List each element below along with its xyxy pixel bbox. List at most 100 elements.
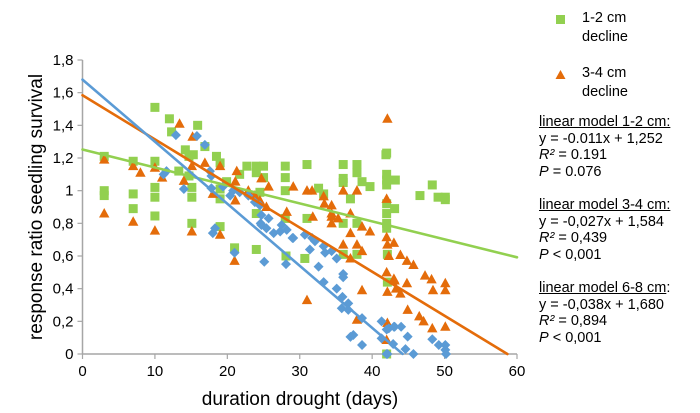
model-1-2cm: linear model 1-2 cm: y = -0.011x + 1,252…: [539, 114, 699, 180]
data-point-triangle: [383, 250, 395, 260]
model-p: P < 0,001: [539, 247, 699, 264]
data-point-triangle: [426, 273, 437, 284]
model-title-row: linear model 6-8 cm:: [539, 280, 699, 297]
data-point-triangle: [440, 321, 451, 331]
data-point-triangle: [199, 157, 211, 167]
data-point-triangle: [351, 239, 363, 249]
data-point-triangle: [326, 199, 337, 210]
model-p: P < 0,001: [539, 330, 699, 347]
data-point-square: [382, 175, 392, 185]
data-point-square: [187, 218, 197, 228]
x-tick-label: 0: [78, 363, 86, 380]
data-point-square: [352, 249, 362, 259]
data-point-diamond: [191, 130, 202, 141]
data-point-triangle: [207, 188, 219, 198]
y-tick-label: 0,8: [53, 215, 74, 232]
data-point-diamond: [343, 304, 354, 315]
data-point-triangle: [127, 216, 139, 226]
data-point-triangle: [408, 259, 419, 269]
data-point-square: [338, 178, 348, 187]
data-point-triangle: [381, 266, 392, 277]
y-tick-label: 1,2: [53, 150, 74, 167]
r2-value: = 0.191: [554, 147, 608, 163]
triangle-marker-icon: [555, 70, 566, 79]
data-point-square: [180, 145, 190, 155]
legend-label: 3-4 cm decline: [582, 64, 628, 102]
model-r2: R² = 0.191: [539, 147, 699, 164]
y-tick-label: 0,6: [53, 248, 74, 265]
data-point-diamond: [259, 256, 270, 267]
y-tick-label: 1,8: [53, 52, 74, 69]
data-point-triangle: [427, 284, 439, 295]
data-point-triangle: [326, 217, 337, 228]
data-point-diamond: [170, 130, 181, 141]
data-point-diamond: [376, 333, 387, 344]
data-point-triangle: [149, 225, 161, 235]
data-point-triangle: [230, 194, 241, 205]
data-point-diamond: [338, 272, 349, 283]
data-point-diamond: [229, 247, 240, 258]
data-point-triangle: [390, 283, 402, 293]
data-point-diamond: [427, 334, 438, 345]
data-point-triangle: [356, 221, 368, 231]
data-point-square: [251, 244, 261, 254]
square-marker-icon: [556, 15, 565, 24]
data-point-square: [242, 161, 252, 171]
data-point-triangle: [307, 211, 318, 221]
data-point-triangle: [382, 286, 393, 296]
data-point-square: [302, 213, 312, 223]
x-tick-label: 20: [219, 363, 236, 380]
data-point-diamond: [256, 210, 267, 221]
data-point-square: [281, 251, 291, 261]
model-equation: y = -0,038x + 1,680: [539, 296, 664, 313]
data-point-square: [150, 211, 160, 221]
data-point-square: [215, 222, 225, 232]
model-r2: R² = 0,439: [539, 230, 699, 247]
data-point-square: [99, 191, 109, 201]
data-point-square: [382, 180, 392, 190]
data-point-triangle: [135, 167, 146, 177]
legend-label-line1: 3-4 cm: [582, 65, 627, 81]
trendline-linear-model-6-8-cm: [81, 78, 404, 356]
y-tick-label: 1,4: [53, 117, 74, 134]
data-point-triangle: [338, 185, 349, 195]
data-point-square: [381, 150, 391, 160]
data-point-square: [390, 175, 400, 185]
model-title: linear model 1-2 cm:: [539, 114, 671, 130]
data-point-triangle: [214, 160, 226, 171]
model-r2: R² = 0,894: [539, 313, 699, 330]
data-point-triangle: [326, 211, 337, 221]
data-point-square: [352, 218, 362, 228]
data-point-square: [251, 209, 261, 219]
data-point-square: [280, 186, 290, 196]
data-point-triangle: [402, 304, 413, 314]
data-point-triangle: [440, 284, 451, 295]
data-point-square: [215, 184, 225, 194]
data-point-square: [150, 156, 160, 166]
y-tick-label: 1: [65, 183, 73, 200]
p-label: P: [539, 246, 549, 263]
trendline-linear-model-1-2-cm: [81, 148, 519, 259]
data-point-square: [251, 161, 261, 171]
data-point-diamond: [396, 321, 407, 332]
model-3-4cm: linear model 3-4 cm: y = -0,027x + 1,584…: [539, 197, 699, 263]
data-point-square: [382, 169, 392, 179]
data-point-triangle: [418, 315, 429, 326]
data-point-square: [300, 253, 310, 263]
data-point-diamond: [280, 259, 291, 270]
data-point-triangle: [351, 185, 363, 195]
model-title: linear model 6-8 cm: [539, 280, 667, 296]
data-point-triangle: [381, 193, 392, 203]
data-point-square: [174, 166, 184, 176]
r2-value: = 0,894: [554, 313, 608, 329]
data-point-triangle: [318, 190, 329, 201]
data-point-triangle: [414, 310, 425, 321]
data-point-triangle: [388, 237, 400, 247]
data-point-square: [427, 180, 437, 190]
data-point-square: [193, 120, 203, 130]
trendline-linear-model-3-4-cm: [81, 93, 509, 356]
data-point-triangle: [263, 181, 274, 191]
data-point-triangle: [356, 245, 368, 256]
data-point-triangle: [186, 160, 198, 171]
r2-label: R²: [539, 230, 555, 246]
